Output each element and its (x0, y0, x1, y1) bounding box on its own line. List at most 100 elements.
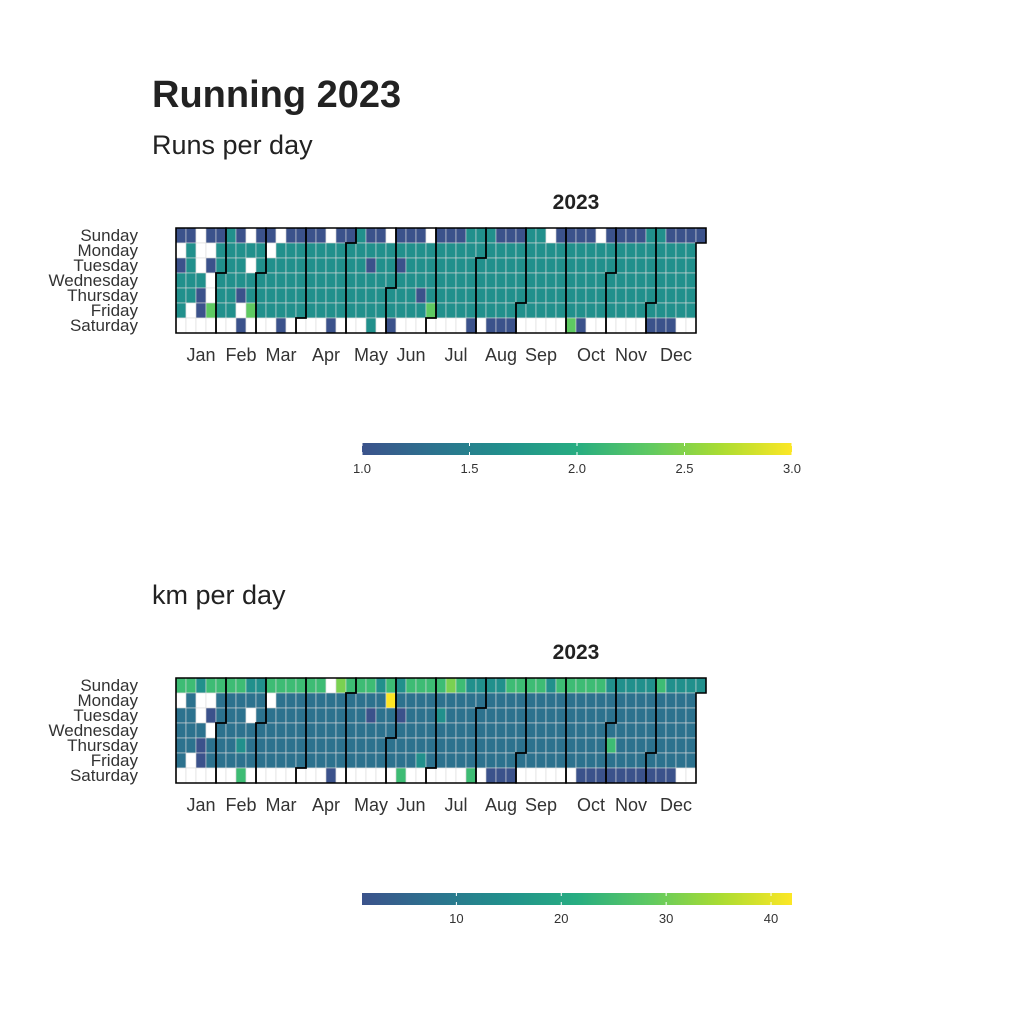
day-cell (605, 317, 617, 334)
day-label: Monday (78, 241, 139, 260)
day-cell (345, 227, 357, 244)
day-cell (445, 227, 457, 244)
day-cell (395, 722, 407, 739)
day-cell (255, 752, 267, 769)
day-cell (205, 692, 217, 709)
day-cell (405, 287, 417, 304)
day-cell (365, 242, 377, 259)
day-cell (585, 317, 597, 334)
day-cell (435, 257, 447, 274)
day-cell (265, 302, 277, 319)
day-cell (565, 707, 577, 724)
day-cell (475, 227, 487, 244)
day-cell (505, 692, 517, 709)
day-cell (675, 272, 687, 289)
day-cell (315, 707, 327, 724)
day-cell (455, 692, 467, 709)
day-cell (485, 707, 497, 724)
day-cell (255, 317, 267, 334)
day-cell (255, 242, 267, 259)
day-cell (685, 272, 697, 289)
day-cell (565, 257, 577, 274)
day-cell (265, 287, 277, 304)
day-cell (255, 227, 267, 244)
day-cell (345, 737, 357, 754)
day-cell (675, 287, 687, 304)
day-cell (395, 272, 407, 289)
day-cell (205, 752, 217, 769)
day-cell (445, 677, 457, 694)
day-cell (405, 692, 417, 709)
day-label: Wednesday (49, 721, 139, 740)
month-label: Jun (396, 345, 425, 365)
day-cell (355, 227, 367, 244)
day-cell (315, 767, 327, 784)
day-cell (655, 227, 667, 244)
day-cell (385, 722, 397, 739)
day-cell (215, 752, 227, 769)
day-cell (175, 752, 187, 769)
day-cell (575, 737, 587, 754)
day-cell (515, 272, 527, 289)
day-label: Monday (78, 691, 139, 710)
day-cell (315, 752, 327, 769)
day-cell (395, 677, 407, 694)
day-cell (295, 707, 307, 724)
day-cell (525, 737, 537, 754)
day-cell (635, 257, 647, 274)
day-cell (685, 692, 697, 709)
month-label: Sep (525, 795, 557, 815)
day-cell (325, 272, 337, 289)
day-cell (385, 752, 397, 769)
day-cell (665, 722, 677, 739)
day-cell (355, 767, 367, 784)
month-label: Jul (444, 345, 467, 365)
day-cell (285, 752, 297, 769)
day-cell (245, 317, 257, 334)
day-cell (355, 752, 367, 769)
day-cell (245, 257, 257, 274)
day-cell (625, 242, 637, 259)
day-cell (605, 752, 617, 769)
day-cell (625, 257, 637, 274)
day-cell (505, 752, 517, 769)
day-cell (365, 692, 377, 709)
day-cell (535, 272, 547, 289)
day-cell (175, 737, 187, 754)
day-cell (175, 257, 187, 274)
day-cell (665, 272, 677, 289)
day-cell (465, 767, 477, 784)
day-cell (605, 692, 617, 709)
day-cell (305, 242, 317, 259)
day-cell (335, 227, 347, 244)
day-cell (515, 317, 527, 334)
day-cell (525, 767, 537, 784)
day-cell (485, 722, 497, 739)
day-cell (545, 707, 557, 724)
day-cell (585, 302, 597, 319)
day-cell (505, 302, 517, 319)
day-cell (485, 767, 497, 784)
colorbar-tick-label: 1.5 (460, 461, 478, 476)
day-cell (595, 287, 607, 304)
day-cell (385, 767, 397, 784)
day-cell (205, 257, 217, 274)
day-cell (545, 257, 557, 274)
day-cell (675, 767, 687, 784)
day-cell (295, 257, 307, 274)
day-cell (205, 302, 217, 319)
day-cell (425, 707, 437, 724)
day-cell (505, 287, 517, 304)
day-cell (395, 707, 407, 724)
day-cell (545, 302, 557, 319)
day-cell (485, 272, 497, 289)
colorbar-tick-label: 2.5 (675, 461, 693, 476)
day-cell (685, 257, 697, 274)
day-cell (235, 227, 247, 244)
day-cell (305, 722, 317, 739)
day-cell (325, 767, 337, 784)
day-cell (435, 752, 447, 769)
day-cell (525, 677, 537, 694)
day-cell (655, 242, 667, 259)
day-cell (175, 242, 187, 259)
